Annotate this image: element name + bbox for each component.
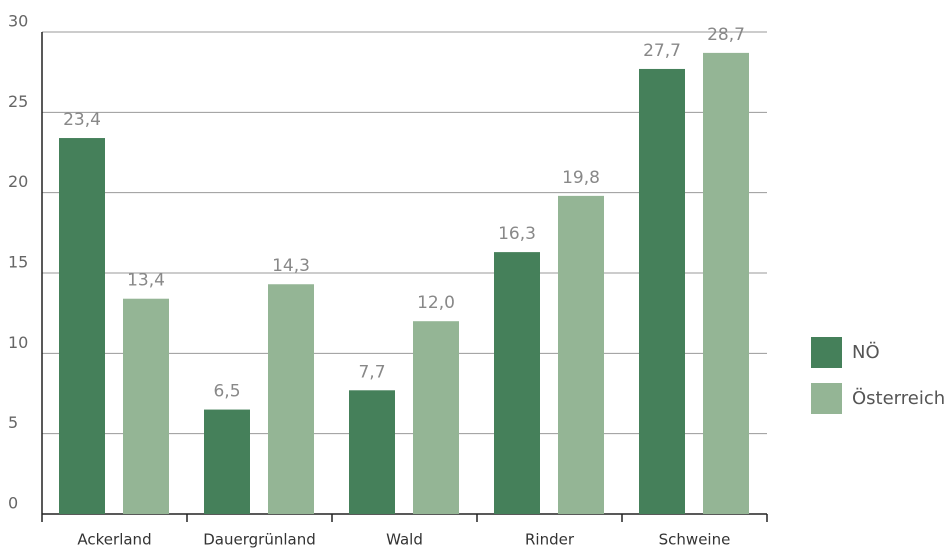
bar — [413, 321, 459, 514]
bar — [639, 68, 685, 514]
x-tick-label: Ackerland — [77, 531, 151, 549]
bar — [204, 409, 250, 514]
value-label: 14,3 — [272, 256, 310, 276]
value-label: 12,0 — [417, 293, 455, 313]
legend-label: NÖ — [852, 341, 880, 363]
value-label: 7,7 — [358, 362, 385, 382]
y-tick-label: 30 — [8, 12, 28, 31]
bar — [268, 284, 314, 514]
value-label: 19,8 — [562, 168, 600, 188]
bar — [123, 298, 169, 514]
value-label: 16,3 — [498, 224, 536, 244]
value-label: 28,7 — [707, 25, 745, 45]
value-label: 27,7 — [643, 41, 681, 61]
bar — [558, 195, 604, 514]
x-tick-label: Dauergrünland — [203, 531, 315, 549]
value-label: 6,5 — [213, 382, 240, 402]
y-tick-label: 25 — [8, 92, 28, 111]
bar — [349, 390, 395, 514]
y-tick-label: 5 — [8, 413, 18, 432]
y-tick-label: 0 — [8, 494, 18, 513]
bar — [59, 138, 105, 515]
legend-label: Österreich — [852, 387, 945, 409]
x-tick-label: Wald — [386, 531, 423, 549]
y-tick-label: 15 — [8, 253, 28, 272]
x-tick-label: Schweine — [659, 531, 731, 549]
value-label: 23,4 — [63, 110, 101, 130]
y-tick-label: 20 — [8, 172, 28, 191]
x-tick-label: Rinder — [525, 531, 575, 549]
y-tick-label: 10 — [8, 333, 28, 352]
bar — [494, 252, 540, 514]
legend-swatch — [811, 383, 842, 414]
bar — [703, 52, 749, 515]
legend-swatch — [811, 337, 842, 368]
value-label: 13,4 — [127, 271, 165, 291]
